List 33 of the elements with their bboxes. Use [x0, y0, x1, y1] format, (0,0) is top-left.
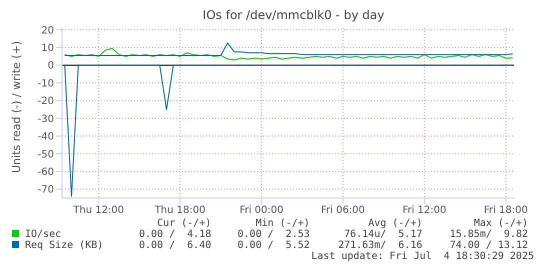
y-tick-label: -50 — [38, 149, 54, 160]
text: 74.00 / 13.12 — [448, 240, 529, 251]
text: 271.63m/ 6.16 — [337, 240, 424, 251]
text: 0.00 / 6.40 — [138, 240, 212, 251]
legend-label: IO/sec — [24, 229, 62, 240]
text: 76.14u/ 5.17 — [343, 229, 424, 240]
y-axis-title: Units read (-) / write (+) — [10, 40, 23, 173]
y-tick-label: -60 — [38, 166, 54, 178]
text: Min (-/+) — [254, 218, 311, 229]
text: Last update: Fri Jul 4 18:30:29 2025 — [310, 251, 534, 262]
x-tick-label: Fri 06:00 — [321, 205, 365, 216]
text: 0.00 / 4.18 — [138, 229, 212, 240]
y-tick-label: -30 — [38, 114, 54, 125]
text: Max (-/+) — [472, 218, 529, 229]
y-tick-label: -70 — [38, 184, 54, 196]
legend-label: Req Size (KB) — [24, 240, 104, 251]
y-tick-label: -20 — [38, 96, 54, 108]
x-tick-label: Thu 18:00 — [154, 205, 206, 216]
text: Cur (-/+) — [156, 218, 212, 229]
x-tick-label: Fri 18:00 — [484, 205, 528, 216]
chart-title: IOs for /dev/mmcblk0 - by day — [202, 8, 386, 24]
x-tick-label: Fri 00:00 — [240, 205, 284, 216]
text: 0.00 / 2.53 — [236, 229, 311, 240]
text: Avg (-/+) — [367, 218, 424, 229]
y-tick-label: -10 — [38, 78, 54, 90]
y-tick-label: 10 — [41, 43, 54, 54]
text: 0.00 / 5.52 — [236, 240, 311, 251]
y-tick-label: 20 — [41, 25, 54, 36]
y-tick-label: 0 — [48, 60, 54, 72]
x-tick-label: Thu 12:00 — [72, 205, 124, 216]
text: 15.85m/ 9.82 — [448, 229, 529, 240]
y-tick-label: -40 — [38, 132, 54, 143]
x-tick-label: Fri 12:00 — [402, 205, 446, 216]
